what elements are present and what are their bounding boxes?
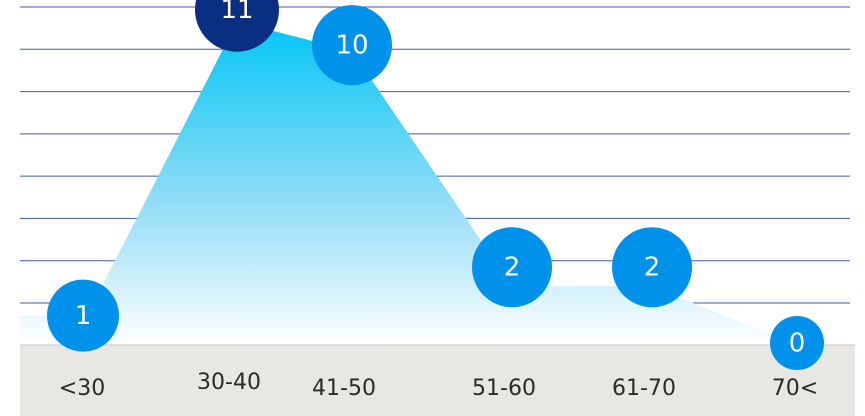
- data-bubble: [47, 279, 119, 352]
- x-tick-label: 61-70: [612, 376, 676, 401]
- x-tick-label: 70<: [772, 376, 818, 401]
- data-label: 2: [644, 253, 661, 283]
- x-tick-label: 30-40: [197, 370, 261, 395]
- data-label: 11: [220, 0, 253, 25]
- x-tick-label: <30: [59, 376, 105, 401]
- data-bubble: [612, 227, 692, 308]
- x-axis-band: [20, 345, 855, 416]
- data-bubble: [770, 316, 824, 370]
- data-label: 2: [504, 253, 521, 283]
- x-tick-label: 41-50: [312, 376, 376, 401]
- data-label: 0: [789, 329, 806, 359]
- data-label: 1: [75, 301, 92, 331]
- area-fill: [20, 21, 850, 346]
- x-tick-label: 51-60: [472, 376, 536, 401]
- data-label: 10: [335, 31, 368, 61]
- x-axis-tick-labels: <30 30-40 41-50 51-60 61-70 70<: [59, 370, 818, 401]
- data-bubble: [312, 5, 392, 86]
- data-bubble: [195, 0, 279, 52]
- data-bubble: [472, 227, 552, 308]
